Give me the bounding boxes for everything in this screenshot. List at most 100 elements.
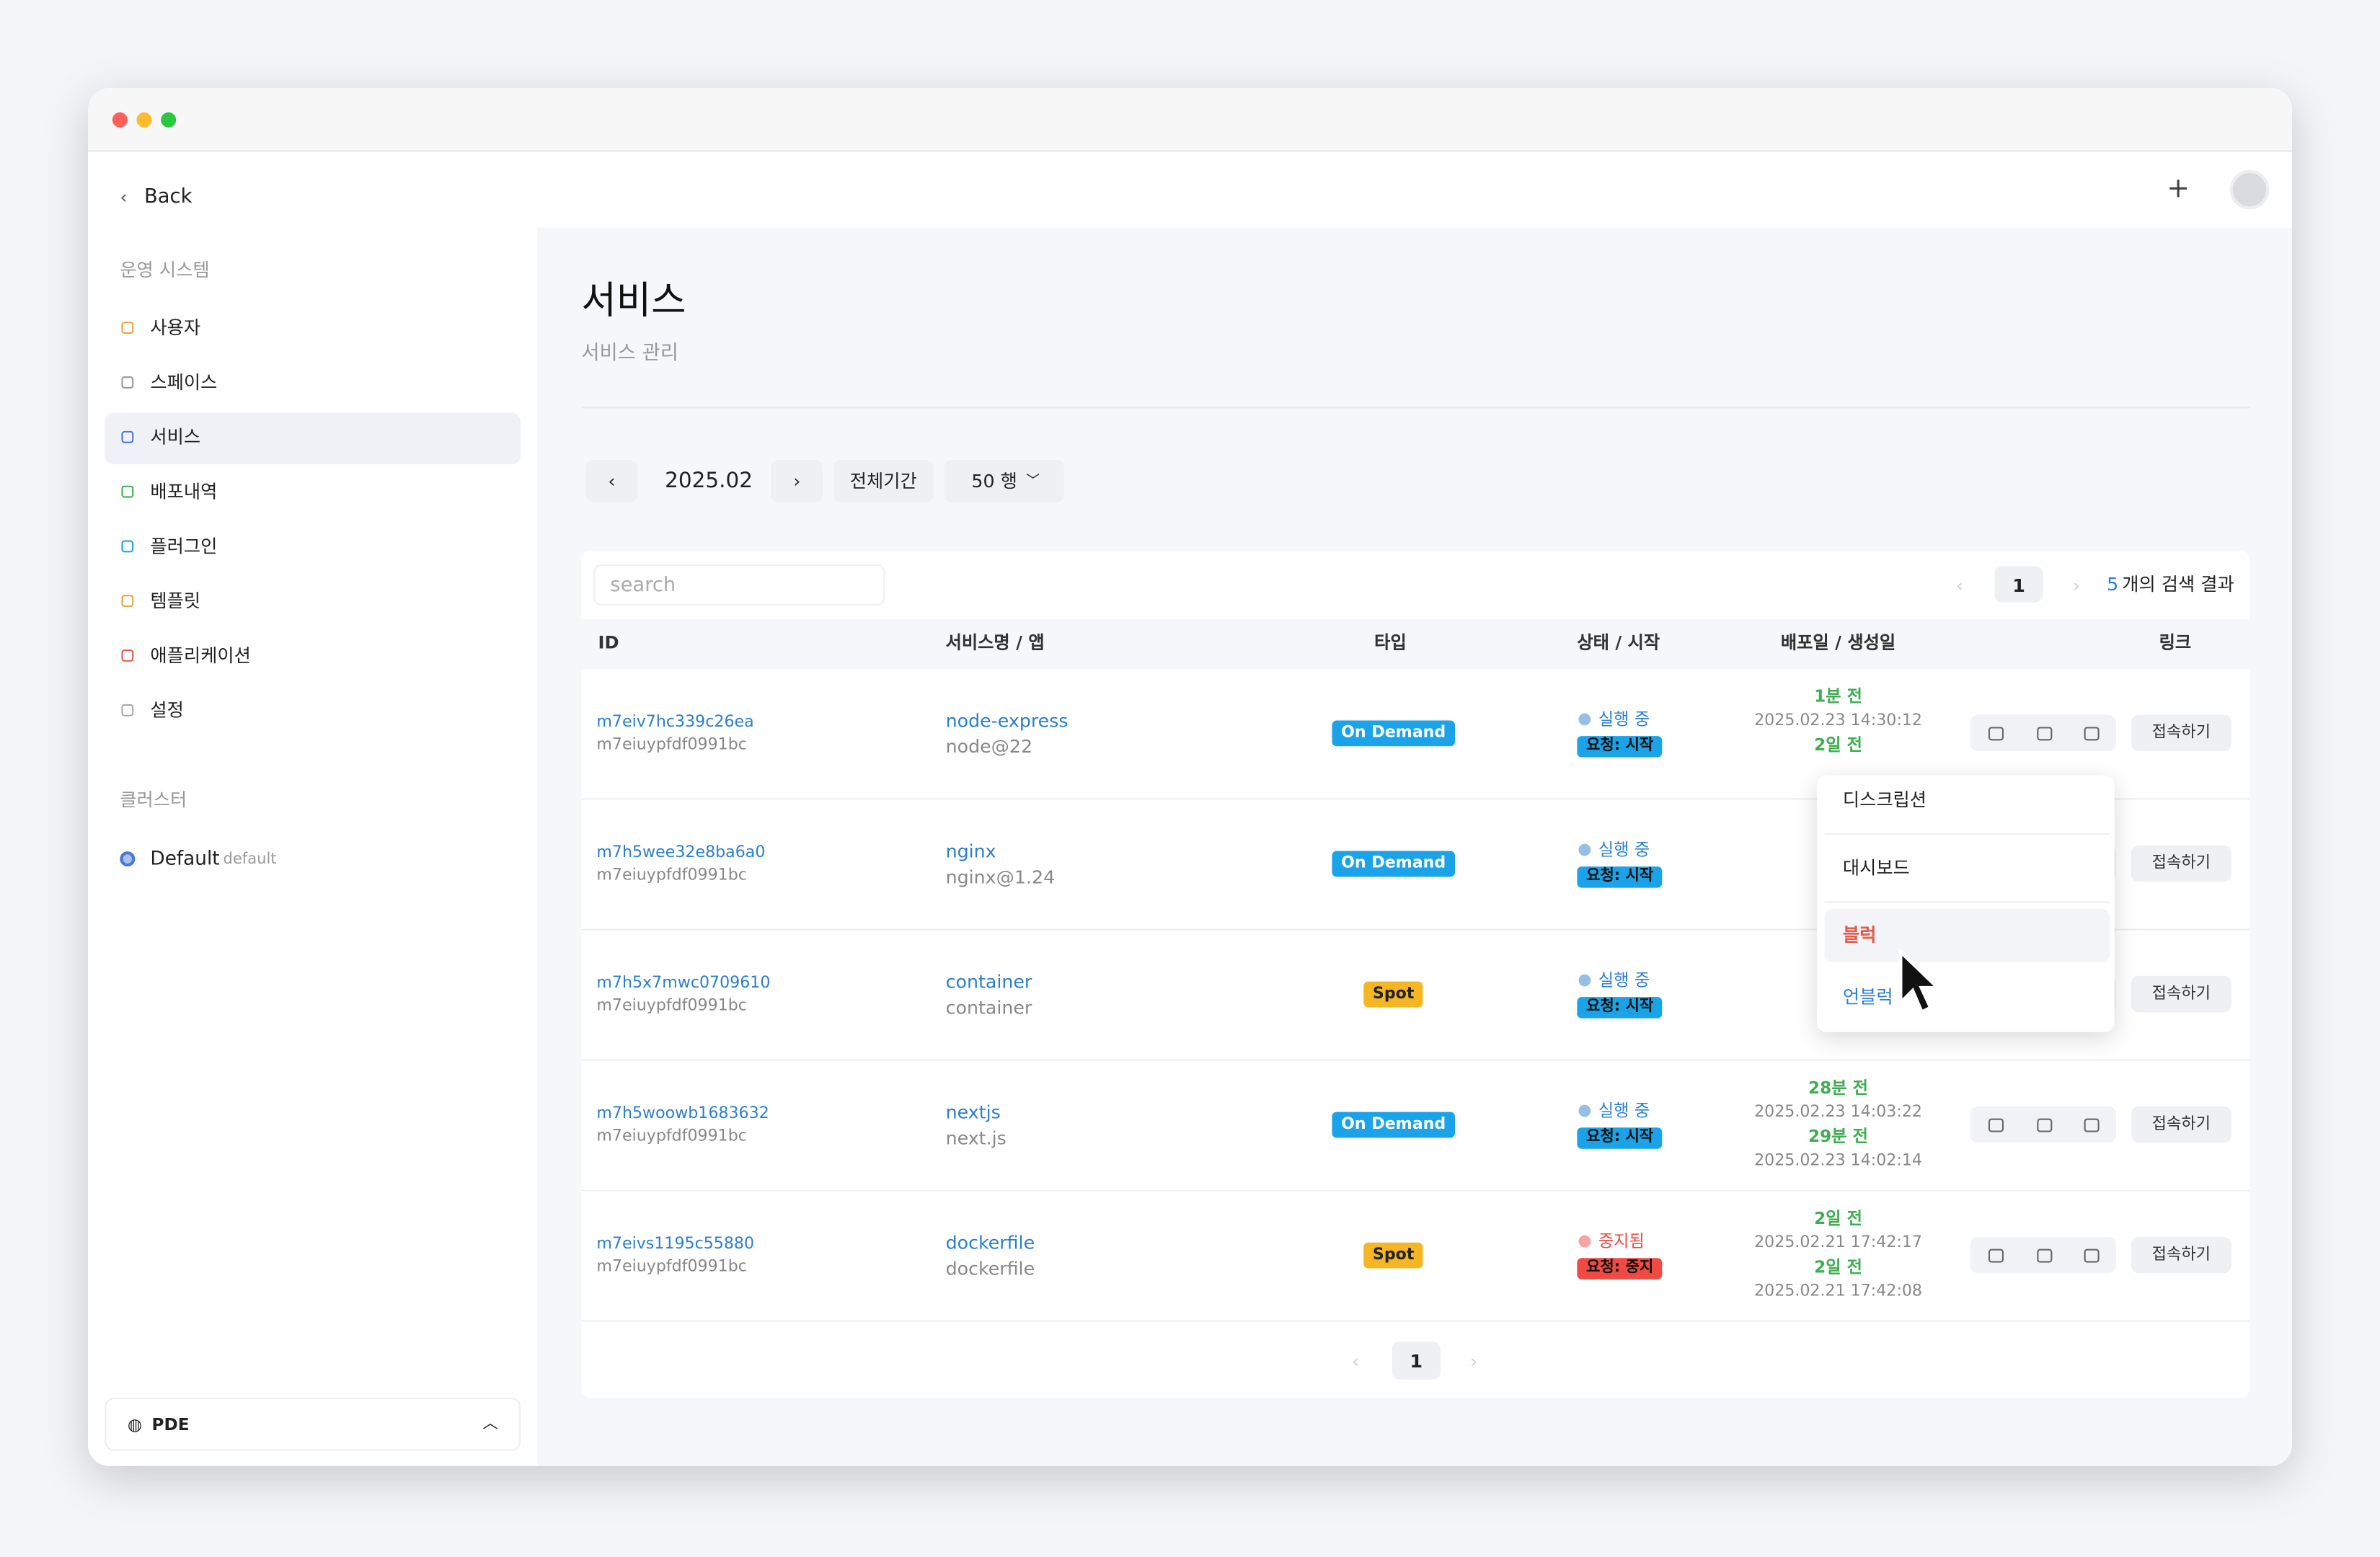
menu-item[interactable]: 디스크립션	[1842, 789, 1927, 811]
service-name[interactable]: container	[945, 971, 1032, 993]
nav-item[interactable]: 스페이스	[150, 371, 218, 394]
back-link[interactable]: Back	[144, 185, 193, 209]
action-icon[interactable]	[2084, 1248, 2100, 1263]
type-badge: On Demand	[1332, 1112, 1455, 1137]
column-header: 배포일 / 생성일	[1780, 631, 1896, 653]
owner-id: m7eiuypfdf0991bc	[596, 1257, 747, 1277]
add-button[interactable]: +	[2167, 173, 2190, 205]
bottom-next[interactable]: ›	[1470, 1350, 1478, 1372]
action-icon[interactable]	[2037, 1248, 2053, 1263]
nav-item[interactable]: 애플리케이션	[150, 644, 251, 667]
action-group[interactable]	[1970, 1106, 2116, 1143]
service-id: m7eiv7hc339c26ea	[596, 712, 754, 732]
link-button[interactable]	[2131, 714, 2231, 752]
page-box[interactable]	[1994, 566, 2043, 603]
action-icon[interactable]	[2037, 1118, 2053, 1132]
app-name: dockerfile	[945, 1258, 1035, 1279]
page-title: 서비스	[581, 278, 686, 323]
action-icon[interactable]	[1988, 1248, 2004, 1263]
deployed-at: 2025.02.21 17:42:17	[1754, 1233, 1922, 1252]
link-button[interactable]	[2131, 845, 2231, 882]
action-icon[interactable]	[2037, 727, 2053, 741]
link-label[interactable]: 접속하기	[2151, 1114, 2211, 1134]
menu-divider	[1824, 901, 2110, 903]
next-page[interactable]: ›	[2072, 575, 2081, 597]
action-group[interactable]	[1970, 1236, 2116, 1274]
menu-divider	[1824, 833, 2110, 835]
menu-item[interactable]: 블럭	[1842, 924, 1877, 946]
link-label[interactable]: 접속하기	[2151, 853, 2211, 873]
action-icon[interactable]	[1988, 727, 2004, 741]
action-icon[interactable]	[2084, 1118, 2100, 1132]
avatar[interactable]	[2229, 169, 2270, 210]
footer-chevron[interactable]: ︿	[482, 1416, 498, 1433]
cursor	[1898, 948, 1944, 1015]
row-divider	[581, 928, 2250, 931]
menu-item[interactable]: 언블럭	[1842, 986, 1893, 1008]
close-dot[interactable]	[112, 112, 128, 128]
all-period-button[interactable]	[833, 459, 934, 502]
nav-item[interactable]: 플러그인	[150, 536, 218, 557]
nav-item[interactable]: 사용자	[150, 317, 201, 339]
owner-id: m7eiuypfdf0991bc	[596, 996, 747, 1015]
type-badge: Spot	[1363, 981, 1424, 1007]
nav-item[interactable]: 서비스	[150, 426, 201, 448]
bottom-prev[interactable]: ‹	[1351, 1350, 1360, 1372]
service-name[interactable]: node-express	[945, 710, 1069, 732]
title-bar	[88, 88, 2293, 152]
link-button[interactable]	[2131, 1106, 2231, 1143]
service-name[interactable]: nginx	[945, 840, 996, 862]
service-name[interactable]: nextjs	[945, 1101, 1001, 1123]
link-label[interactable]: 접속하기	[2151, 984, 2211, 1003]
request-badge: 요청: 시작	[1577, 997, 1663, 1019]
link-label[interactable]: 접속하기	[2151, 1245, 2211, 1264]
nav-item[interactable]: 설정	[150, 699, 184, 722]
result-label: 개의 검색 결과	[2122, 573, 2234, 595]
footer-label: PDE	[151, 1415, 190, 1435]
section-label: 운영 시스템	[120, 260, 210, 281]
column-header: 서비스명 / 앱	[945, 631, 1045, 653]
action-icon[interactable]	[2084, 727, 2100, 741]
created-at: 2025.02.21 17:42:08	[1754, 1282, 1922, 1300]
app-name: node@22	[945, 736, 1033, 758]
search-input[interactable]	[593, 564, 885, 606]
min-dot[interactable]	[136, 112, 152, 128]
nav-item[interactable]: 템플릿	[150, 590, 201, 612]
action-group[interactable]	[1970, 714, 2116, 752]
created-rel: 2일 전	[1814, 735, 1862, 755]
app-name: next.js	[945, 1127, 1007, 1149]
row-divider	[581, 1320, 2250, 1322]
bottom-page-box[interactable]	[1392, 1341, 1441, 1380]
deployed-at: 2025.02.23 14:30:12	[1754, 711, 1922, 730]
status-dot	[1578, 843, 1591, 856]
next-icon: ›	[793, 470, 801, 492]
row-divider	[581, 1189, 2250, 1192]
rows-select[interactable]	[944, 459, 1064, 502]
table-header	[581, 618, 2250, 670]
row-divider	[581, 798, 2250, 800]
menu-item[interactable]: 대시보드	[1842, 857, 1910, 879]
nav-item[interactable]: 배포내역	[150, 481, 218, 502]
link-button[interactable]	[2131, 1236, 2231, 1274]
deployed-rel: 1분 전	[1814, 686, 1862, 707]
link-button[interactable]	[2131, 975, 2231, 1013]
action-icon[interactable]	[1988, 1118, 2004, 1132]
back-icon[interactable]: ‹	[120, 186, 128, 208]
month: 2025.02	[665, 469, 753, 494]
page-number: 1	[2012, 575, 2025, 597]
prev-month[interactable]	[585, 459, 638, 502]
app-name: nginx@1.24	[945, 866, 1056, 888]
cluster-name[interactable]: Default	[150, 846, 220, 869]
column-header: 타입	[1374, 631, 1407, 653]
service-id: m7h5woowb1683632	[596, 1104, 769, 1123]
prev-page[interactable]: ‹	[1955, 575, 1964, 597]
cluster-tag: default	[223, 851, 277, 869]
link-label[interactable]: 접속하기	[2151, 723, 2211, 742]
next-month[interactable]	[771, 459, 823, 502]
footer-box[interactable]	[105, 1397, 521, 1451]
created-at: 2025.02.23 14:02:14	[1754, 1151, 1922, 1170]
max-dot[interactable]	[161, 112, 177, 128]
service-name[interactable]: dockerfile	[945, 1232, 1035, 1254]
